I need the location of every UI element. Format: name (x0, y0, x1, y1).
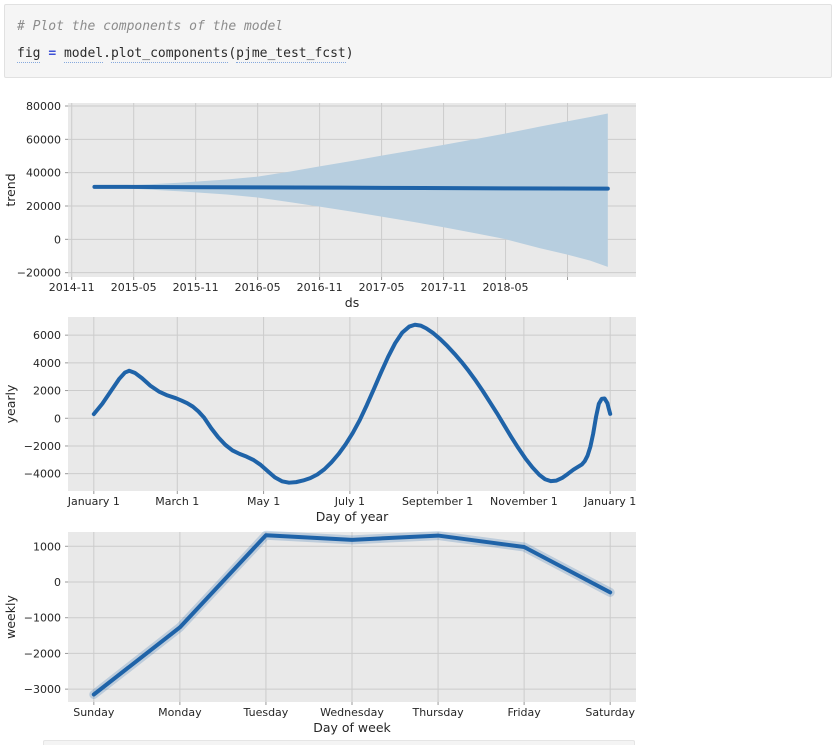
code-token: ( (228, 46, 237, 61)
series-line (91, 322, 613, 485)
chart-yearly: January 1 March 1 May 1 July 1 September 1 No… (3, 317, 636, 524)
x-tick-label: 2015-11 (173, 281, 219, 294)
x-tick-label: January 1 (67, 495, 120, 508)
x-tick-label: November 1 (490, 495, 558, 508)
y-tick-label: −20000 (17, 267, 61, 280)
y-tick-label: −3000 (24, 683, 61, 696)
code-statement: fig = model.plot_components(pjme_test_fc… (17, 40, 819, 67)
x-tick-label: 2017-05 (359, 281, 405, 294)
x-tick-label: Monday (158, 706, 202, 719)
code-token: ) (345, 46, 354, 61)
x-tick-label: 2017-11 (421, 281, 467, 294)
y-tick-label: 40000 (26, 167, 61, 180)
code-token: . (103, 46, 111, 61)
y-tick-label: −4000 (24, 468, 61, 481)
x-axis-label: Day of week (313, 720, 391, 735)
y-tick-label: 2000 (33, 385, 61, 398)
x-tick-label: Saturday (585, 706, 635, 719)
code-comment: # Plot the components of the model (17, 19, 284, 34)
next-cell-edge[interactable] (43, 740, 635, 745)
x-tick-label: September 1 (402, 495, 473, 508)
code-token: fig (17, 46, 41, 63)
x-tick-label: Wednesday (320, 706, 384, 719)
x-tick-label: May 1 (247, 495, 280, 508)
x-tick-label: Thursday (411, 706, 464, 719)
x-axis-label: ds (345, 295, 359, 310)
x-tick-label: 2018-05 (483, 281, 529, 294)
y-tick-label: 6000 (33, 329, 61, 342)
y-tick-label: 4000 (33, 357, 61, 370)
x-tick-label: March 1 (155, 495, 199, 508)
code-token (56, 46, 64, 61)
x-axis-label: Day of year (316, 509, 389, 524)
code-token: model (63, 46, 104, 63)
components-figure: 2014-11 2015-05 2015-11 2016-05 2016-11 2017-… (3, 100, 636, 735)
code-token: plot_components (110, 46, 229, 63)
y-tick-label: 1000 (33, 540, 61, 553)
y-axis-label: trend (3, 173, 18, 206)
x-tick-label: 2016-11 (297, 281, 343, 294)
x-tick-label: Tuesday (243, 706, 289, 719)
y-tick-label: 80000 (26, 100, 61, 113)
chart-trend: 2014-11 2015-05 2015-11 2016-05 2016-11 2017-… (3, 100, 636, 310)
x-tick-label: July 1 (334, 495, 365, 508)
x-tick-label: Sunday (73, 706, 115, 719)
plot-area (68, 317, 636, 491)
code-token-operator: = (48, 46, 57, 61)
x-tick-label: January 1 (583, 495, 636, 508)
x-tick-label: 2014-11 (49, 281, 95, 294)
uncertainty-band (94, 113, 608, 267)
x-tick-label: 2015-05 (111, 281, 157, 294)
series-line (92, 184, 610, 191)
x-tick-label: 2016-05 (235, 281, 281, 294)
y-tick-label: −2000 (24, 647, 61, 660)
y-tick-label: 0 (54, 233, 61, 246)
y-tick-label: 0 (54, 412, 61, 425)
y-axis-label: yearly (3, 384, 18, 423)
y-tick-label: 0 (54, 576, 61, 589)
y-tick-label: −1000 (24, 612, 61, 625)
y-tick-label: 60000 (26, 133, 61, 146)
y-axis-label: weekly (3, 595, 18, 639)
y-tick-label: −2000 (24, 440, 61, 453)
code-token: pjme_test_fcst (236, 46, 346, 63)
code-cell[interactable]: # Plot the components of the model fig =… (4, 4, 832, 78)
y-tick-label: 20000 (26, 200, 61, 213)
chart-weekly: Sunday Monday Tuesday Wednesday Thursday Frid… (3, 530, 636, 735)
series-line (91, 533, 613, 697)
x-tick-label: Friday (507, 706, 541, 719)
